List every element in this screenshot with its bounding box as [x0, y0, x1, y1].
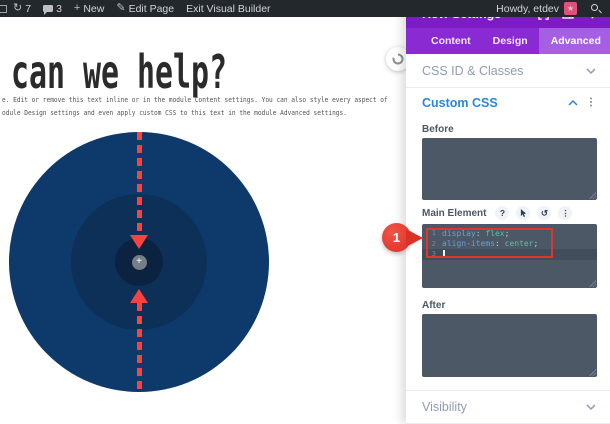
main-element-css-editor[interactable]: 1 display: flex; 2 align-items: center; 3: [422, 224, 597, 288]
chevron-down-icon: [586, 67, 596, 74]
builder-settings-toggle[interactable]: [386, 47, 406, 71]
truncated-site-icon: [0, 4, 7, 13]
before-css-textarea[interactable]: [422, 138, 597, 200]
after-css-textarea[interactable]: [422, 314, 597, 377]
code-line-3: 3: [422, 249, 597, 260]
section-visibility[interactable]: Visibility: [406, 391, 610, 423]
edit-page-menu[interactable]: ✎ Edit Page: [110, 0, 180, 17]
main-element-row: Main Element ? ↺ ⋮: [422, 206, 597, 220]
avatar-star-icon: ★: [566, 4, 575, 13]
exit-visual-builder[interactable]: Exit Visual Builder: [180, 0, 276, 17]
blurb-circle-graphic: +: [9, 132, 269, 392]
chevron-up-icon: [568, 100, 578, 106]
comments-count: 3: [56, 2, 62, 15]
updates-count: 7: [25, 2, 32, 15]
plus-icon: +: [73, 2, 81, 14]
help-icon[interactable]: ?: [495, 206, 510, 220]
divider: [406, 390, 610, 391]
plus-icon: +: [136, 256, 142, 267]
section-custom-css[interactable]: Custom CSS ⋮: [406, 88, 610, 118]
chevron-down-icon: [586, 404, 596, 410]
section-title: Custom CSS: [422, 96, 498, 110]
divider: [406, 87, 610, 88]
exit-label: Exit Visual Builder: [186, 2, 271, 15]
pencil-icon: ✎: [116, 2, 126, 14]
options-kebab-icon[interactable]: ⋮: [558, 206, 573, 220]
page-canvas: can we help? e. Edit or remove this text…: [0, 17, 406, 424]
after-label: After: [422, 300, 446, 311]
tab-advanced[interactable]: Advanced: [538, 28, 610, 54]
row-settings-panel: Row Settings ⋮ Content Design Advanced C…: [406, 0, 610, 424]
dashed-line-bottom: [136, 303, 142, 392]
annotation-step-marker-tip: [406, 229, 423, 247]
section-title: CSS ID & Classes: [422, 63, 524, 78]
body-text-line-1: e. Edit or remove this text inline or in…: [2, 96, 388, 104]
wp-admin-bar: ↻ 7 3 + New ✎ Edit Page Exit Visual Buil…: [0, 0, 610, 17]
text-cursor: [443, 250, 445, 259]
comments-menu[interactable]: 3: [37, 0, 68, 17]
swirl-icon: [392, 53, 404, 65]
code-line-1: 1 display: flex;: [431, 228, 510, 238]
dashed-line-top: [136, 132, 142, 235]
tab-content[interactable]: Content: [431, 35, 471, 47]
tab-design[interactable]: Design: [492, 35, 528, 47]
panel-body: CSS ID & Classes Custom CSS ⋮ Before: [406, 54, 610, 424]
before-label: Before: [422, 124, 454, 135]
blurb-plus-button[interactable]: +: [131, 254, 147, 270]
pointer-icon[interactable]: [516, 206, 531, 220]
panel-tabs: Content Design Advanced: [406, 28, 610, 54]
code-line-2: 2 align-items: center;: [431, 239, 539, 249]
account-menu[interactable]: Howdy, etdev ★: [490, 0, 588, 17]
howdy-label: Howdy, etdev: [496, 2, 559, 15]
new-menu[interactable]: + New: [68, 0, 110, 17]
update-icon: ↻: [13, 2, 23, 14]
search-icon[interactable]: [590, 3, 602, 15]
section-title: Visibility: [422, 400, 467, 414]
new-label: New: [83, 2, 105, 15]
step-number: 1: [392, 230, 401, 245]
arrow-down-icon: [130, 235, 148, 249]
section-css-id-classes[interactable]: CSS ID & Classes: [406, 54, 610, 87]
edit-page-label: Edit Page: [128, 2, 175, 15]
arrow-up-icon: [130, 289, 148, 303]
avatar: ★: [564, 2, 577, 15]
reset-icon[interactable]: ↺: [537, 206, 552, 220]
body-text-line-2: odule Design settings and even apply cus…: [2, 109, 347, 117]
page-title: can we help?: [11, 45, 228, 99]
main-element-label: Main Element: [422, 207, 487, 219]
updates-menu[interactable]: ↻ 7: [7, 0, 37, 17]
section-menu-icon[interactable]: ⋮: [586, 97, 596, 108]
comment-icon: [43, 5, 54, 15]
